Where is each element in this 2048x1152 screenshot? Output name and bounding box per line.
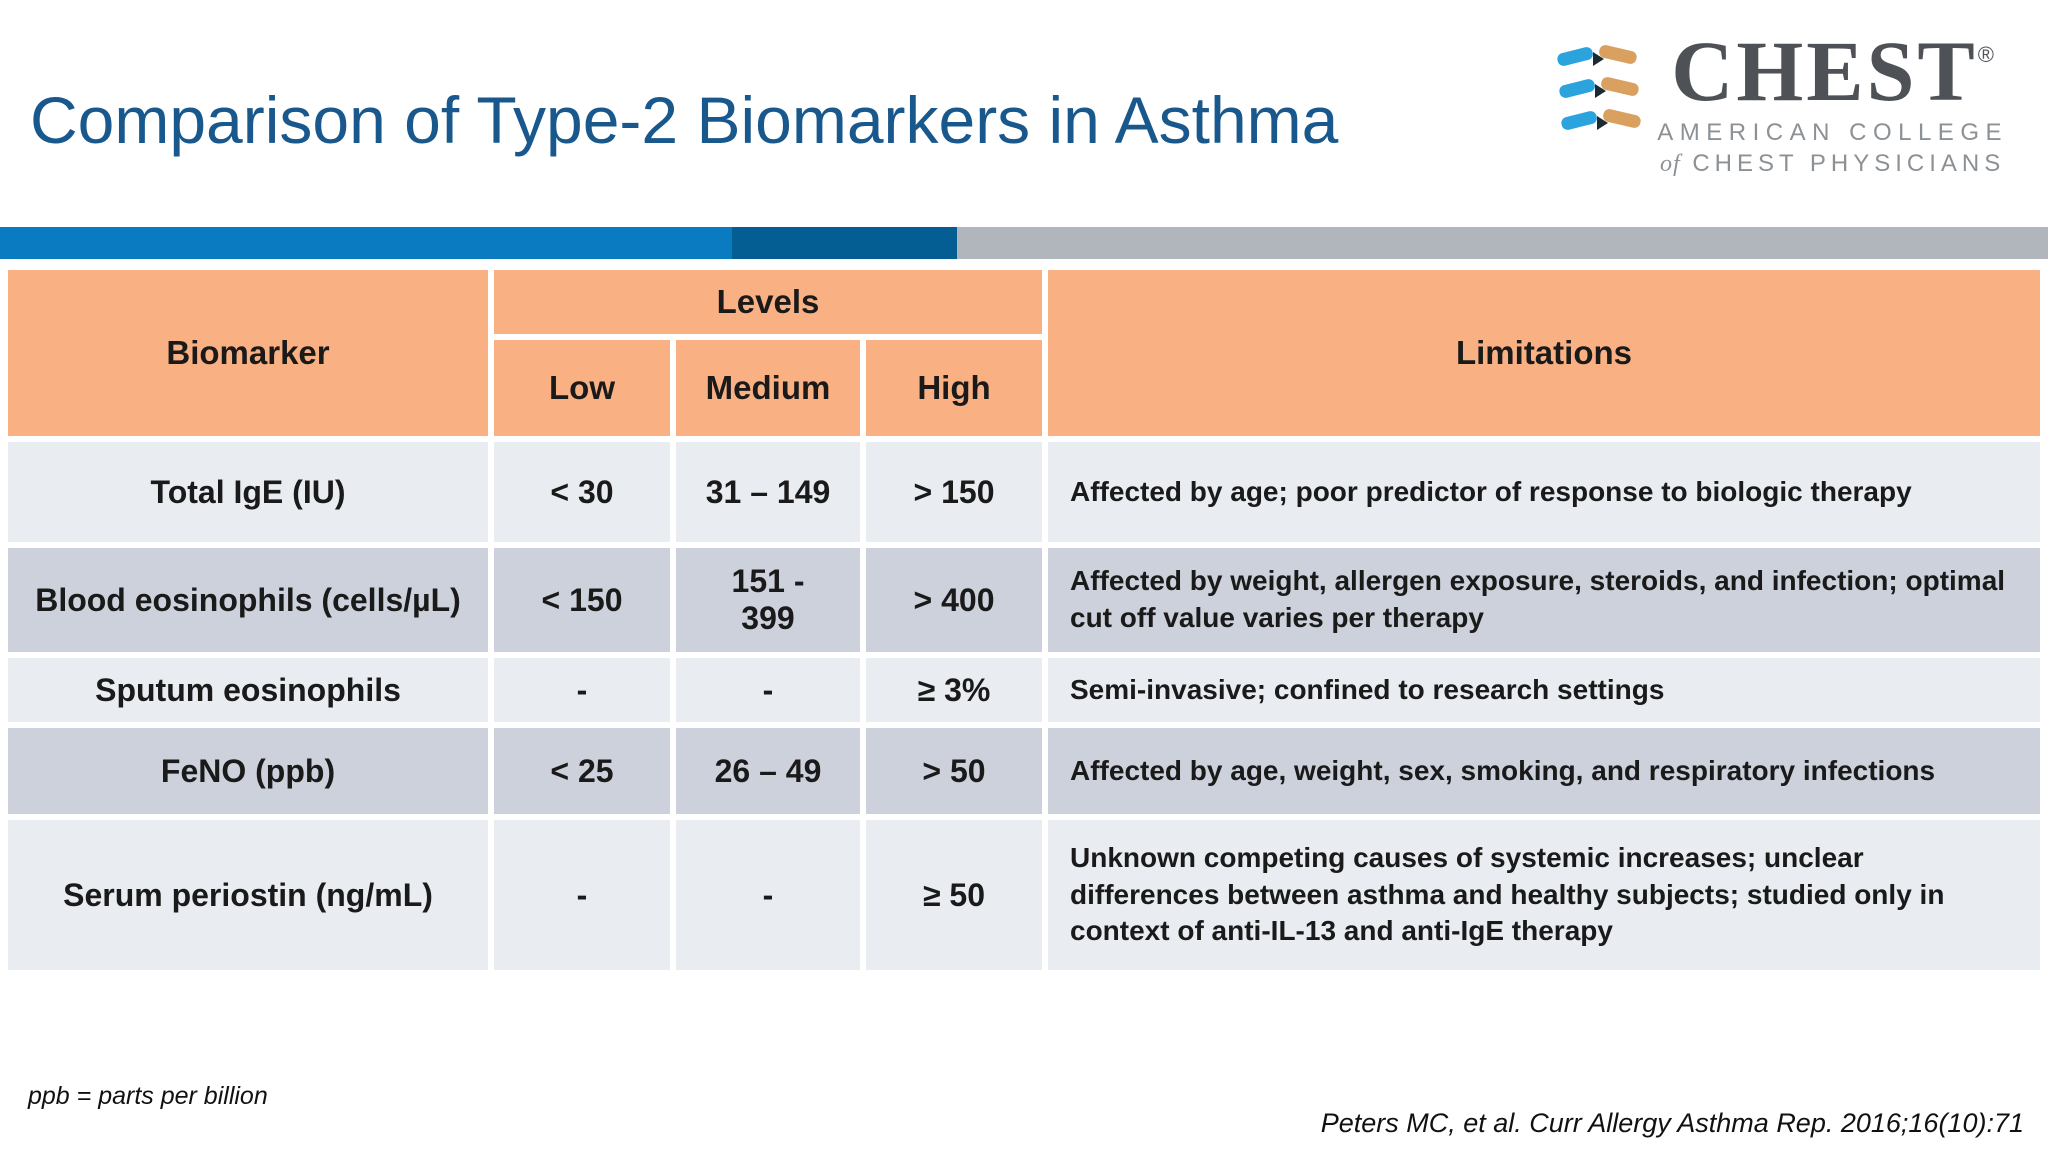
table-row-2-limitations: Affected by weight, allergen exposure, s… xyxy=(1048,548,2040,652)
table-row-1-low: < 30 xyxy=(494,442,670,542)
table-row-3-low: - xyxy=(494,658,670,722)
header-levels: Levels xyxy=(494,270,1042,334)
header-limitations: Limitations xyxy=(1048,270,2040,436)
table-row-5-limitations: Unknown competing causes of systemic inc… xyxy=(1048,820,2040,970)
accent-bar-blue-segment xyxy=(0,227,732,259)
header-high: High xyxy=(866,340,1042,436)
accent-bar-gray-segment xyxy=(957,227,2048,259)
table-row-2-biomarker: Blood eosinophils (cells/µL) xyxy=(8,548,488,652)
accent-bar-darkblue-segment xyxy=(732,227,957,259)
header-biomarker: Biomarker xyxy=(8,270,488,436)
table-row-4-medium: 26 – 49 xyxy=(676,728,860,814)
table-row-4-biomarker: FeNO (ppb) xyxy=(8,728,488,814)
table-row-3-biomarker: Sputum eosinophils xyxy=(8,658,488,722)
table-row-3-limitations: Semi-invasive; confined to research sett… xyxy=(1048,658,2040,722)
chest-logo-icon xyxy=(1557,45,1641,130)
table-row-1-limitations: Affected by age; poor predictor of respo… xyxy=(1048,442,2040,542)
table-row-3-medium: - xyxy=(676,658,860,722)
registered-mark: ® xyxy=(1977,42,1995,67)
table-row-5-low: - xyxy=(494,820,670,970)
footnote-ppb-definition: ppb = parts per billion xyxy=(28,1082,268,1110)
logo-subtitle-line1: AMERICAN COLLEGE xyxy=(1657,119,2008,147)
page-title: Comparison of Type-2 Biomarkers in Asthm… xyxy=(30,83,1339,157)
table-row-4-high: > 50 xyxy=(866,728,1042,814)
table-row-2-medium: 151 - 399 xyxy=(676,548,860,652)
table-row-5-high: ≥ 50 xyxy=(866,820,1042,970)
chest-logo-text: CHEST® AMERICAN COLLEGE of CHEST PHYSICI… xyxy=(1657,23,2008,178)
citation-reference: Peters MC, et al. Curr Allergy Asthma Re… xyxy=(1320,1108,2024,1138)
header-low: Low xyxy=(494,340,670,436)
table-row-2-high: > 400 xyxy=(866,548,1042,652)
table-row-4-low: < 25 xyxy=(494,728,670,814)
accent-bar xyxy=(0,227,2048,259)
table-row-4-limitations: Affected by age, weight, sex, smoking, a… xyxy=(1048,728,2040,814)
table-row-2-low: < 150 xyxy=(494,548,670,652)
table-row-1-medium: 31 – 149 xyxy=(676,442,860,542)
table-row-1-high: > 150 xyxy=(866,442,1042,542)
chest-logo: CHEST® AMERICAN COLLEGE of CHEST PHYSICI… xyxy=(1557,23,2008,178)
biomarker-comparison-table: Biomarker Levels Low Medium High Limitat… xyxy=(8,270,2040,970)
table-row-3-high: ≥ 3% xyxy=(866,658,1042,722)
table-row-5-biomarker: Serum periostin (ng/mL) xyxy=(8,820,488,970)
table-row-1-biomarker: Total IgE (IU) xyxy=(8,442,488,542)
logo-subtitle-line2: of CHEST PHYSICIANS xyxy=(1659,150,2006,178)
chest-wordmark: CHEST® xyxy=(1671,23,1995,119)
header-medium: Medium xyxy=(676,340,860,436)
table-row-5-medium: - xyxy=(676,820,860,970)
